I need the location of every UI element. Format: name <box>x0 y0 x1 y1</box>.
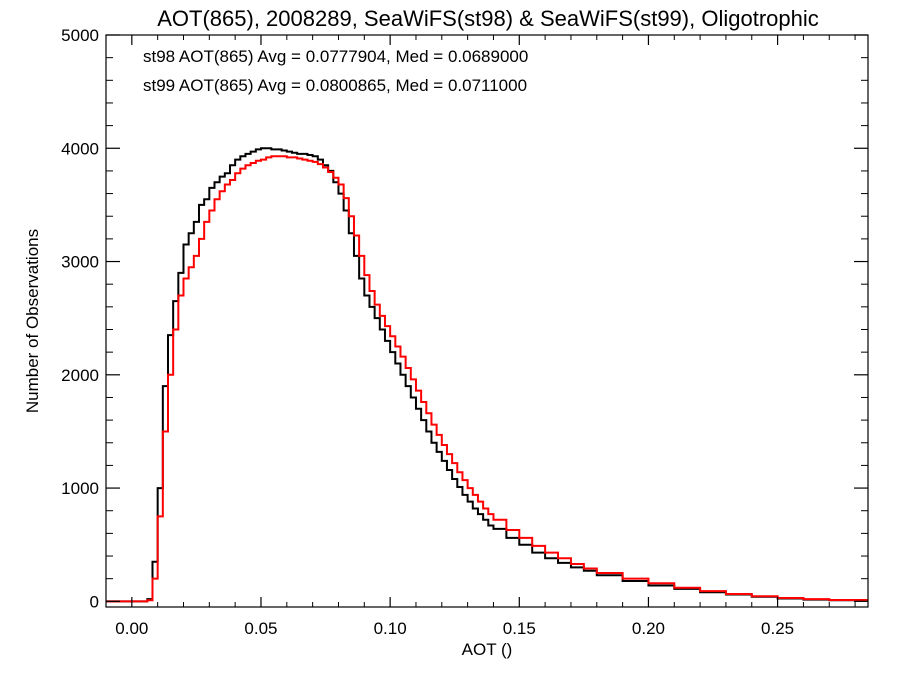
tick-labels-layer: 0.00 0.05 0.10 0.15 0.20 0.25 0 1000 2000 3000 400… <box>61 26 794 638</box>
x-axis-label: AOT () <box>462 640 513 659</box>
y-tick-label: 1000 <box>61 479 99 498</box>
y-tick-label: 0 <box>90 592 99 611</box>
x-tick-label: 0.15 <box>503 619 536 638</box>
series-line-0 <box>106 147 868 603</box>
y-axis-label: Number of Observations <box>23 229 42 413</box>
stats-annotation-st98: st98 AOT(865) Avg = 0.0777904, Med = 0.0… <box>143 47 528 66</box>
x-tick-label: 0.00 <box>115 619 148 638</box>
series-line-1 <box>106 155 868 603</box>
y-tick-label: 3000 <box>61 253 99 272</box>
chart-title: AOT(865), 2008289, SeaWiFS(st98) & SeaWi… <box>157 6 818 31</box>
y-tick-label: 5000 <box>61 26 99 45</box>
ticks-layer <box>106 34 868 607</box>
x-tick-label: 0.10 <box>374 619 407 638</box>
x-tick-label: 0.20 <box>632 619 665 638</box>
y-tick-label: 4000 <box>61 139 99 158</box>
series-layer <box>106 147 868 603</box>
x-tick-label: 0.25 <box>761 619 794 638</box>
stats-annotation-st99: st99 AOT(865) Avg = 0.0800865, Med = 0.0… <box>143 76 527 95</box>
y-tick-label: 2000 <box>61 366 99 385</box>
plot-frame <box>105 34 869 608</box>
x-tick-label: 0.05 <box>244 619 277 638</box>
